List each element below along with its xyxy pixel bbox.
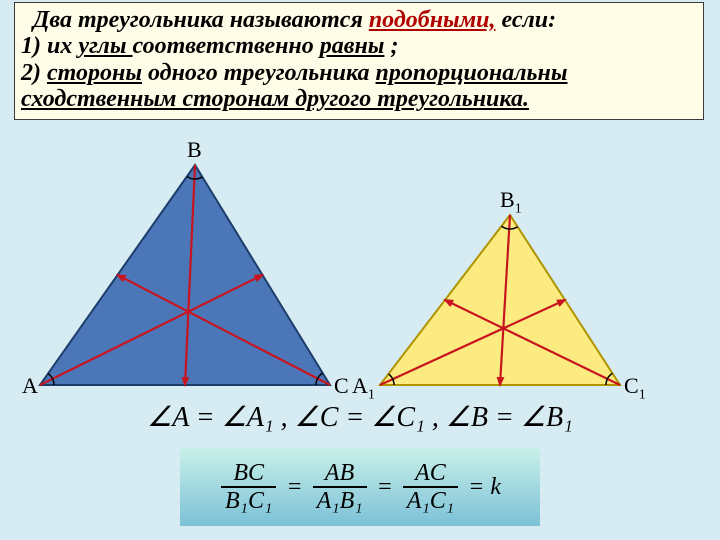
frac-1: BC B₁C₁ bbox=[221, 460, 276, 515]
label-B: B bbox=[187, 137, 202, 163]
label-A1: A1 bbox=[352, 373, 375, 403]
angle-eq-text: ∠A = ∠A₁ , ∠C = ∠C₁ , ∠B = ∠B₁ bbox=[147, 402, 573, 433]
label-C: C bbox=[334, 373, 349, 399]
frac2-den: A₁B₁ bbox=[313, 488, 367, 514]
frac3-num: AC bbox=[403, 460, 458, 488]
label-C1: C1 bbox=[624, 373, 646, 403]
label-B1: B1 bbox=[500, 187, 522, 217]
frac-3: AC A₁C₁ bbox=[403, 460, 458, 515]
eq-k: = k bbox=[468, 474, 501, 501]
frac3-den: A₁C₁ bbox=[403, 488, 458, 514]
eq1: = bbox=[286, 474, 302, 501]
frac2-num: AB bbox=[313, 460, 367, 488]
angle-equality-formula: ∠A = ∠A₁ , ∠C = ∠C₁ , ∠B = ∠B₁ bbox=[0, 400, 720, 434]
ratio-formula: BC B₁C₁ = AB A₁B₁ = AC A₁C₁ = k bbox=[180, 448, 540, 526]
label-A: A bbox=[22, 373, 38, 399]
frac1-num: BC bbox=[221, 460, 276, 488]
frac1-den: B₁C₁ bbox=[221, 488, 276, 514]
frac-2: AB A₁B₁ bbox=[313, 460, 367, 515]
eq2: = bbox=[377, 474, 393, 501]
